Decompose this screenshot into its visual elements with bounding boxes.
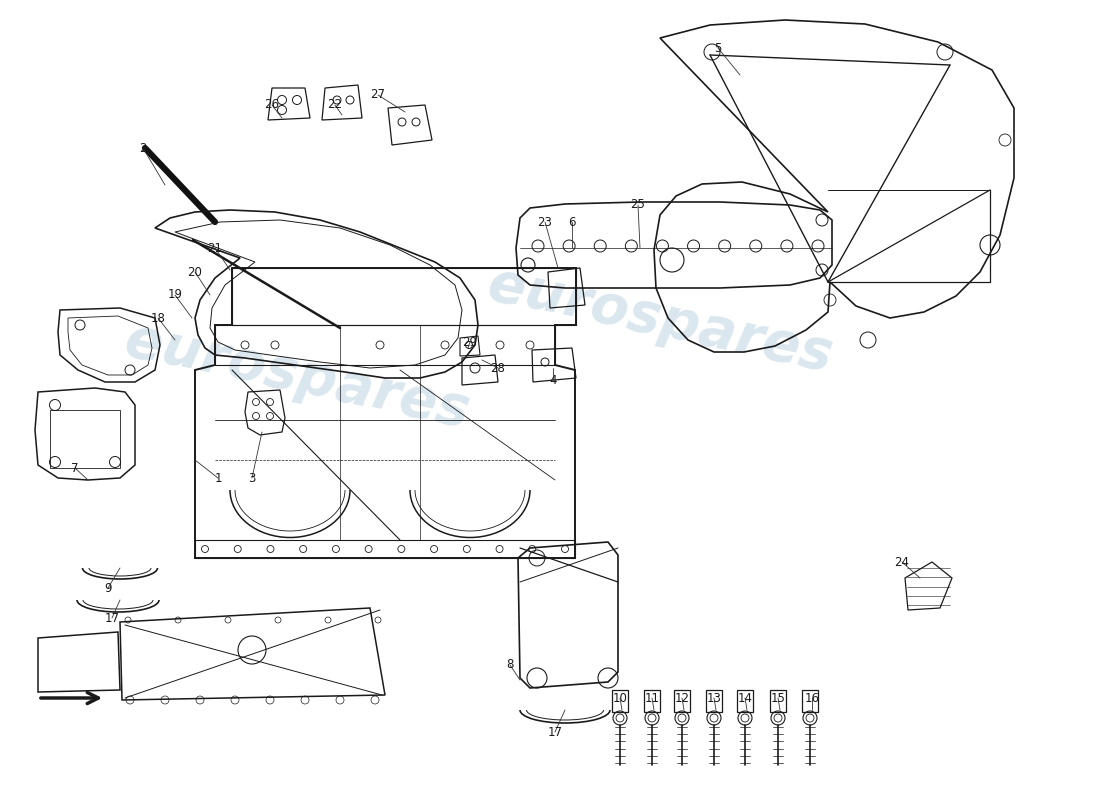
Text: 18: 18	[151, 311, 165, 325]
Text: 13: 13	[706, 691, 722, 705]
Text: 15: 15	[771, 691, 785, 705]
Text: 2: 2	[140, 142, 146, 154]
Text: 27: 27	[371, 89, 385, 102]
Text: 21: 21	[208, 242, 222, 254]
Text: 3: 3	[249, 471, 255, 485]
Text: 26: 26	[264, 98, 279, 111]
Text: 28: 28	[491, 362, 505, 374]
Text: 10: 10	[613, 691, 627, 705]
Text: 25: 25	[630, 198, 646, 211]
Text: 4: 4	[549, 374, 557, 386]
Text: 22: 22	[328, 98, 342, 111]
Text: 16: 16	[804, 691, 820, 705]
Text: 6: 6	[569, 215, 575, 229]
Text: 17: 17	[548, 726, 562, 738]
Text: 23: 23	[538, 215, 552, 229]
Text: 24: 24	[894, 555, 910, 569]
Text: 20: 20	[188, 266, 202, 278]
Text: eurospares: eurospares	[483, 257, 837, 383]
Text: 1: 1	[214, 471, 222, 485]
Text: eurospares: eurospares	[120, 313, 474, 439]
Text: 12: 12	[674, 691, 690, 705]
Text: 11: 11	[645, 691, 660, 705]
Text: 19: 19	[167, 289, 183, 302]
Text: 9: 9	[104, 582, 112, 594]
Text: 29: 29	[462, 335, 477, 349]
Text: 14: 14	[737, 691, 752, 705]
Text: 17: 17	[104, 611, 120, 625]
Text: 5: 5	[714, 42, 722, 54]
Text: 8: 8	[506, 658, 514, 671]
Text: 7: 7	[72, 462, 79, 474]
